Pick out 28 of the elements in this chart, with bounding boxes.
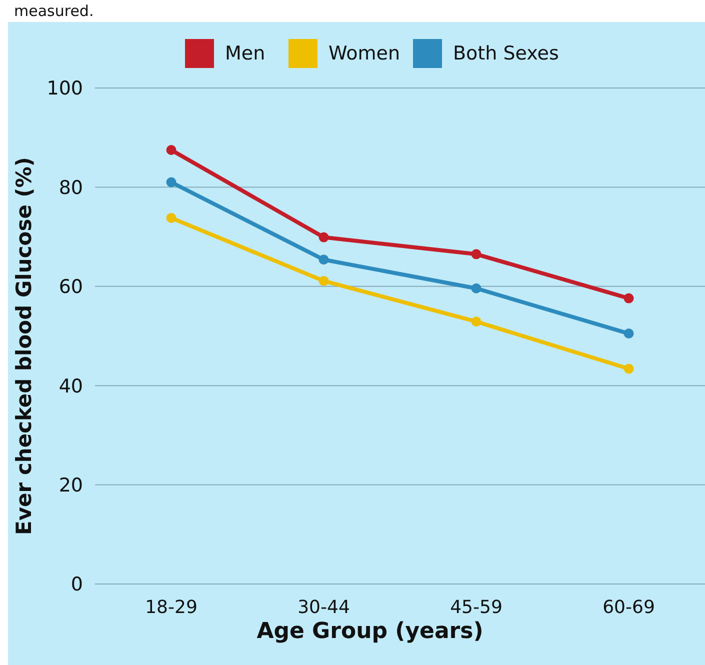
point xyxy=(471,316,482,327)
point xyxy=(471,283,482,294)
legend-label: Men xyxy=(225,42,266,65)
point xyxy=(166,177,176,188)
point xyxy=(318,254,329,265)
y-tick-label: 60 xyxy=(58,276,83,298)
y-tick-label: 80 xyxy=(58,176,83,199)
x-tick-label: 60-69 xyxy=(602,597,655,618)
x-tick-label: 18-29 xyxy=(145,597,198,618)
point xyxy=(624,364,634,374)
point xyxy=(166,145,176,155)
x-tick-label: 30-44 xyxy=(298,597,350,618)
legend-label: Both Sexes xyxy=(453,42,559,65)
point xyxy=(624,328,634,339)
y-tick-label: 20 xyxy=(58,474,83,496)
legend-label: Women xyxy=(328,42,400,65)
y-tick-label: 100 xyxy=(46,78,83,100)
text: measured. xyxy=(14,2,94,20)
point xyxy=(471,249,482,260)
x-axis-title: Age Group (years) xyxy=(256,619,484,644)
point xyxy=(166,212,176,223)
point xyxy=(318,232,329,242)
y-axis-title: Ever checked blood Glucose (%) xyxy=(12,157,36,535)
point xyxy=(624,293,634,304)
y-tick-label: 40 xyxy=(58,375,83,398)
y-tick-label: 0 xyxy=(70,574,83,596)
x-tick-label: 45-59 xyxy=(450,597,502,618)
point xyxy=(318,276,329,286)
